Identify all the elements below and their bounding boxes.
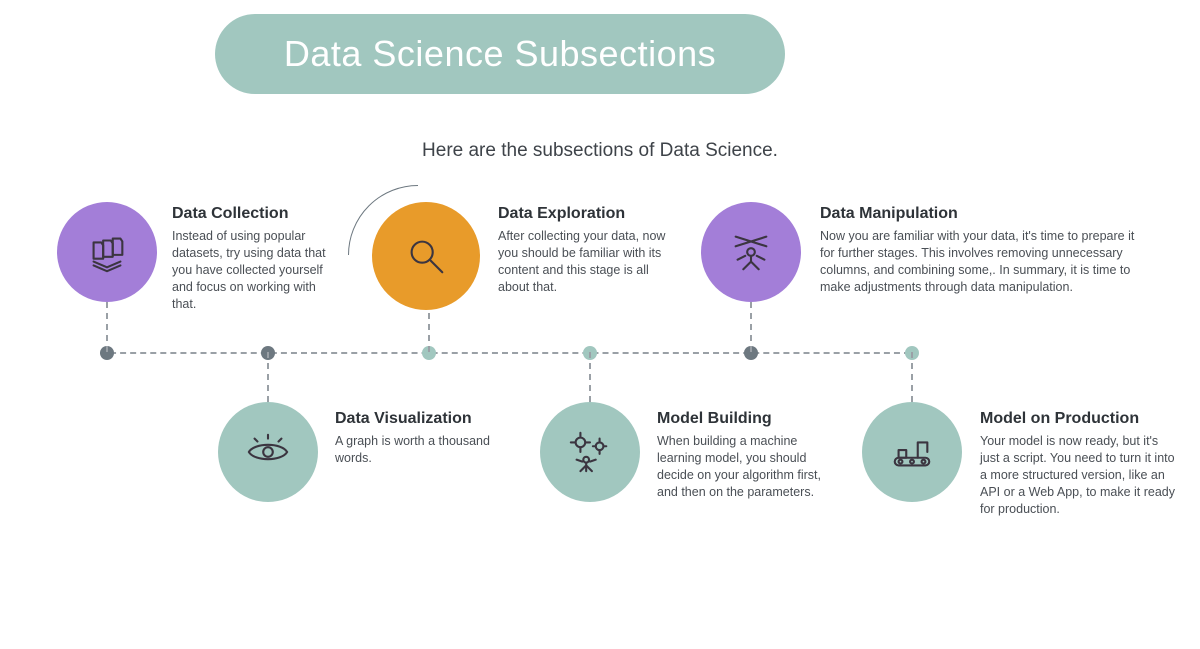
node-circle-model-building [540, 402, 640, 502]
node-title: Model on Production [980, 410, 1139, 428]
node-circle-data-manipulation [701, 202, 801, 302]
gears-person-icon [567, 429, 613, 475]
node-circle-model-production [862, 402, 962, 502]
node-body: Instead of using popular datasets, try u… [172, 228, 342, 312]
node-circle-data-collection [57, 202, 157, 302]
connector [106, 302, 108, 352]
files-layers-icon [84, 229, 130, 275]
page-title: Data Science Subsections [284, 33, 716, 75]
node-body: Now you are familiar with your data, it'… [820, 228, 1140, 296]
timeline [100, 352, 910, 354]
node-body: When building a machine learning model, … [657, 433, 837, 501]
connector [911, 352, 913, 402]
puppet-icon [728, 229, 774, 275]
node-circle-data-exploration [372, 202, 480, 310]
magnifier-icon [403, 233, 449, 279]
infographic-stage: Data Science Subsections Here are the su… [0, 0, 1200, 649]
node-title: Data Exploration [498, 205, 625, 223]
node-body: After collecting your data, now you shou… [498, 228, 673, 296]
connector [589, 352, 591, 402]
node-title: Data Manipulation [820, 205, 958, 223]
connector [750, 302, 752, 352]
node-title: Data Visualization [335, 410, 472, 428]
node-title: Data Collection [172, 205, 288, 223]
eye-icon [245, 429, 291, 475]
node-title: Model Building [657, 410, 772, 428]
conveyor-icon [889, 429, 935, 475]
node-body: Your model is now ready, but it's just a… [980, 433, 1180, 517]
node-circle-data-visualization [218, 402, 318, 502]
title-pill: Data Science Subsections [215, 14, 785, 94]
node-body: A graph is worth a thousand words. [335, 433, 495, 467]
subtitle: Here are the subsections of Data Science… [0, 140, 1200, 162]
connector [267, 352, 269, 402]
